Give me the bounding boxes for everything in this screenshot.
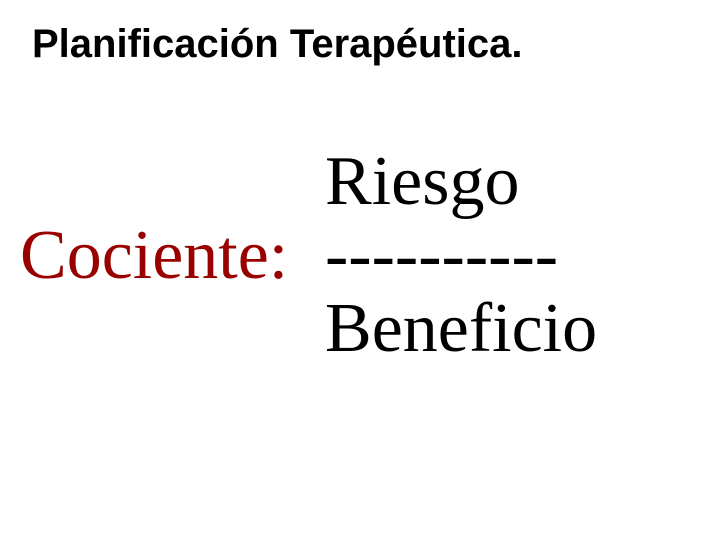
denominator: Beneficio (325, 292, 597, 366)
slide: Planificación Terapéutica. Riesgo Cocien… (0, 0, 720, 540)
formula-block: Riesgo Cociente: ---------- Beneficio (20, 145, 700, 366)
spacer (20, 145, 325, 219)
middle-line: Cociente: ---------- (20, 219, 700, 293)
numerator-line: Riesgo (20, 145, 700, 219)
quotient-label: Cociente: (20, 219, 325, 293)
slide-title: Planificación Terapéutica. (32, 22, 523, 67)
spacer (20, 292, 325, 366)
denominator-line: Beneficio (20, 292, 700, 366)
divider-dashes: ---------- (325, 219, 558, 293)
numerator: Riesgo (325, 145, 519, 219)
